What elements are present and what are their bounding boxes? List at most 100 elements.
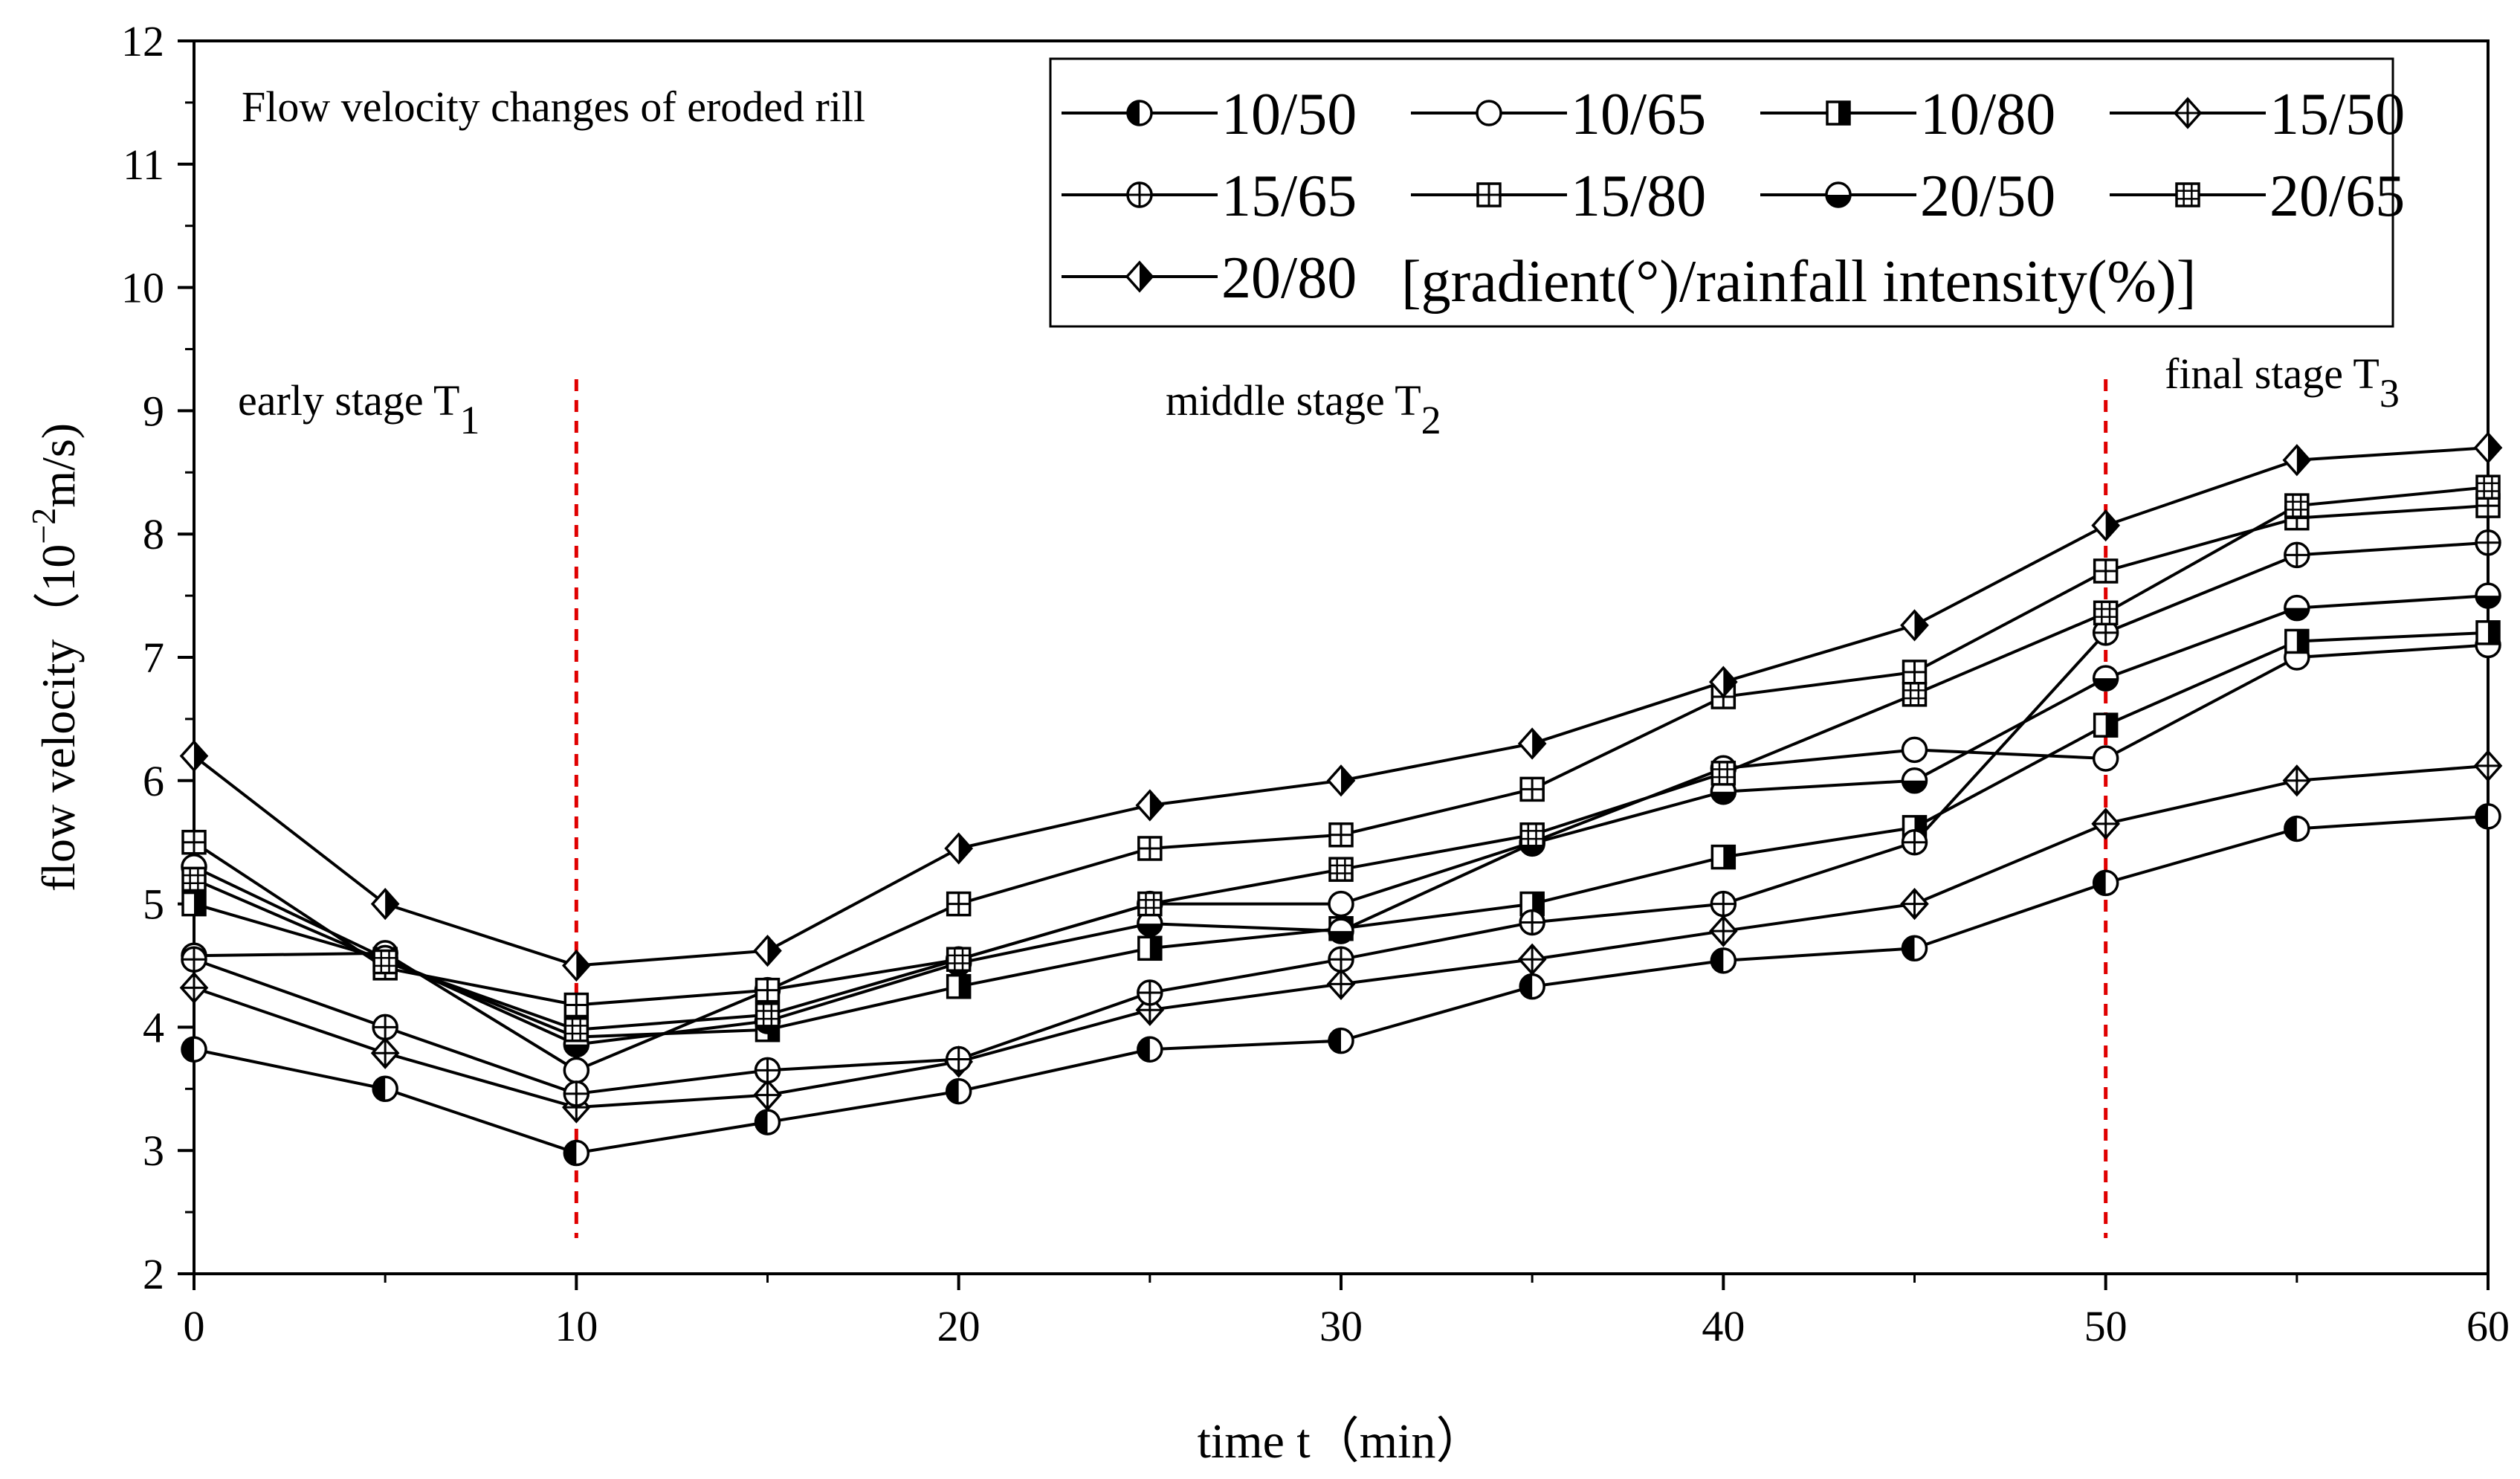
marker-outline <box>2284 493 2310 518</box>
data-point <box>1900 609 1929 642</box>
data-point <box>370 887 400 921</box>
marker-fill <box>564 1044 589 1057</box>
marker-fill <box>2296 630 2308 653</box>
marker-fill <box>1723 668 1736 697</box>
data-point <box>181 1036 207 1063</box>
marker-fill <box>755 1110 768 1135</box>
data-point <box>1519 822 1545 848</box>
data-point <box>563 1139 590 1167</box>
y-tick-label: 9 <box>143 387 164 435</box>
marker-fill <box>1329 1028 1341 1053</box>
marker-fill <box>958 834 972 863</box>
marker-fill <box>2093 678 2118 691</box>
marker-fill <box>1128 101 1140 125</box>
data-point <box>2284 594 2310 622</box>
y-axis-label-unit: m/s) <box>32 423 85 508</box>
data-point <box>1328 946 1354 973</box>
data-point <box>1708 666 1738 698</box>
data-point <box>946 891 972 917</box>
data-point <box>946 947 972 972</box>
marker-fill <box>373 1077 386 1101</box>
marker-outline <box>2093 600 2119 626</box>
marker-fill <box>2284 816 2297 841</box>
data-point <box>561 949 591 982</box>
marker-fill <box>2488 621 2499 644</box>
legend-marker <box>1126 181 1153 208</box>
data-point <box>2475 803 2501 830</box>
data-point <box>1902 660 1928 685</box>
series-line-20-80 <box>193 446 2489 967</box>
stage-label-final: final stage T3 <box>2165 349 2400 416</box>
y-tick-label: 10 <box>121 264 164 312</box>
data-point <box>1519 909 1545 936</box>
marker-fill <box>767 936 781 965</box>
marker-fill <box>2488 434 2501 463</box>
data-point <box>181 891 207 917</box>
data-point <box>1328 1027 1354 1054</box>
marker-fill <box>958 975 970 998</box>
data-point <box>2092 869 2119 897</box>
y-tick-label: 2 <box>143 1250 164 1298</box>
x-tick-label: 50 <box>2084 1302 2128 1350</box>
data-point <box>2475 620 2501 645</box>
marker-outline <box>563 1016 589 1043</box>
legend-marker <box>1825 181 1852 208</box>
series-line-15-65 <box>193 541 2489 1095</box>
marker-fill <box>1826 195 1850 207</box>
data-point <box>2475 582 2501 609</box>
y-tick-label: 7 <box>143 634 164 682</box>
data-point <box>372 1075 398 1103</box>
data-point <box>944 832 974 865</box>
y-tick-label: 3 <box>143 1127 164 1175</box>
y-tick-label: 4 <box>143 1003 164 1051</box>
data-point <box>1901 767 1928 794</box>
data-point <box>946 973 972 999</box>
data-point <box>2475 529 2501 556</box>
legend-item-20-65: 20/65 <box>2110 164 2405 229</box>
legend-marker <box>1476 100 1502 126</box>
legend-label: 10/65 <box>1571 82 1706 147</box>
marker-fill <box>2093 871 2106 895</box>
x-tick-label: 30 <box>1319 1302 1363 1350</box>
marker-fill <box>194 892 205 915</box>
data-point <box>1137 1036 1163 1063</box>
data-point <box>1326 764 1356 797</box>
x-tick-label: 20 <box>937 1302 980 1350</box>
legend-item-20-50: 20/50 <box>1760 164 2055 229</box>
data-point <box>1900 887 1929 921</box>
series-points-20-80 <box>179 431 2503 982</box>
marker-fill <box>1532 729 1545 758</box>
marker-fill <box>1711 791 1736 804</box>
legend-item-10-65: 10/65 <box>1411 82 1706 147</box>
data-point <box>1901 935 1928 962</box>
stage-label-middle-sub: 2 <box>1421 398 1441 442</box>
marker-outline <box>563 1057 590 1084</box>
data-point <box>372 949 398 975</box>
data-point <box>755 1002 781 1028</box>
marker-outline <box>2175 182 2200 207</box>
marker-fill <box>385 889 398 918</box>
marker-fill <box>2105 714 2117 737</box>
data-point <box>2284 628 2310 654</box>
marker-outline <box>1328 857 1354 882</box>
stage-label-early-text: early stage T <box>238 376 459 425</box>
marker-outline <box>1710 761 1736 786</box>
marker-fill <box>1902 936 1915 961</box>
marker-fill <box>564 1141 577 1165</box>
data-point <box>181 946 207 973</box>
legend-marker <box>1126 100 1153 126</box>
marker-outline <box>2475 474 2501 500</box>
data-point <box>372 1014 398 1041</box>
data-point <box>754 1057 781 1084</box>
marker-fill <box>1902 780 1927 793</box>
data-point <box>2092 619 2119 646</box>
data-point <box>1901 828 1928 856</box>
marker-fill <box>182 1037 194 1062</box>
marker-fill <box>1140 262 1152 291</box>
chart-title: Flow velocity changes of eroded rill <box>242 83 865 131</box>
legend-item-15-50: 15/50 <box>2110 82 2405 147</box>
x-tick-label: 10 <box>555 1302 598 1350</box>
data-point <box>1517 727 1547 760</box>
